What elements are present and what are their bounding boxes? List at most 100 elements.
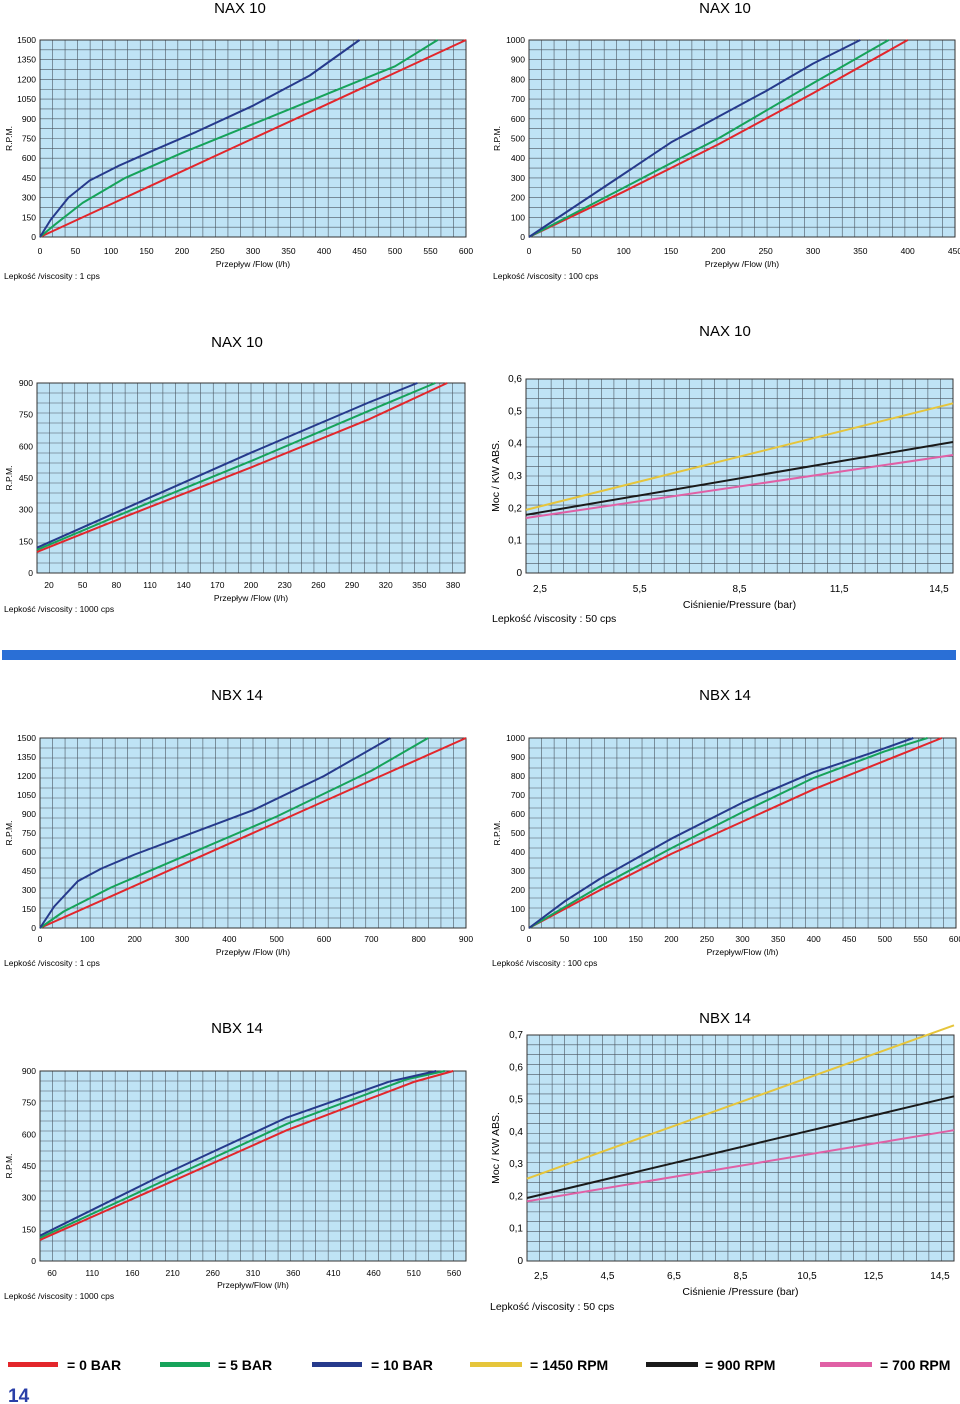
x-tick-label: 200 (664, 934, 678, 944)
x-tick-label: 400 (901, 246, 915, 256)
grid (37, 383, 465, 573)
y-tick-label: 0 (516, 568, 522, 579)
series-group (39, 737, 467, 929)
x-tick-label: 20 (44, 580, 54, 590)
viscosity-note: Lepkość /viscosity : 1000 cps (4, 1291, 114, 1301)
legend-swatch (820, 1362, 872, 1367)
series-line-10-bar (528, 737, 914, 929)
x-axis-title: Przepływ /Flow (l/h) (216, 947, 290, 957)
y-tick-label: 1200 (17, 74, 36, 84)
plot-frame (39, 737, 467, 929)
grid (40, 1071, 466, 1261)
y-tick-label: 0 (31, 923, 36, 933)
series-line-5-bar (39, 737, 429, 929)
grid (526, 379, 953, 573)
y-tick-label: 1500 (17, 35, 36, 45)
x-tick-label: 450 (352, 246, 366, 256)
grid (40, 40, 466, 237)
legend-label: = 5 BAR (218, 1357, 272, 1373)
chart-title: NBX 14 (699, 687, 751, 704)
series-line-10-bar (528, 39, 861, 238)
x-tick-label: 350 (281, 246, 295, 256)
y-tick-label: 750 (22, 828, 36, 838)
chart-2: NAX 10 0 100 200 300 400 500 600 700 800 900 1000 0 5… (492, 0, 960, 281)
x-tick-label: 80 (112, 580, 122, 590)
x-tick-label: 60 (47, 1268, 57, 1278)
x-tick-label: 250 (210, 246, 224, 256)
chart-title: NAX 10 (699, 323, 751, 340)
x-tick-label: 2,5 (533, 584, 547, 595)
x-tick-label: 200 (244, 580, 258, 590)
legend-item: = 900 RPM (646, 1357, 775, 1373)
x-tick-label: 150 (139, 246, 153, 256)
y-tick-label: 800 (511, 74, 525, 84)
y-tick-label: 0,7 (509, 1030, 523, 1041)
y-tick-label: 900 (511, 752, 525, 762)
plot-frame (525, 378, 954, 574)
series-line-10-bar (36, 382, 418, 549)
y-tick-label: 0,4 (508, 439, 522, 450)
y-tick-label: 400 (511, 153, 525, 163)
y-tick-label: 500 (511, 134, 525, 144)
x-tick-label: 100 (104, 246, 118, 256)
x-tick-label: 600 (459, 246, 473, 256)
y-tick-label: 600 (19, 441, 33, 451)
y-tick-label: 0 (31, 1256, 36, 1266)
series-line-5-bar (528, 737, 928, 929)
y-tick-label: 0,3 (508, 471, 522, 482)
y-tick-label: 750 (22, 134, 36, 144)
x-tick-label: 110 (143, 580, 157, 590)
x-tick-label: 260 (311, 580, 325, 590)
x-tick-label: 450 (948, 246, 960, 256)
y-tick-label: 600 (511, 809, 525, 819)
y-tick-label: 600 (22, 847, 36, 857)
y-tick-label: 300 (22, 193, 36, 203)
y-axis-title: R.P.M. (4, 466, 14, 491)
legend-swatch (470, 1362, 522, 1367)
y-axis-title: R.P.M. (492, 126, 502, 151)
x-tick-label: 200 (128, 934, 142, 944)
series-line-0-bar (528, 737, 943, 929)
y-tick-label: 0,2 (509, 1191, 523, 1202)
x-tick-label: 300 (246, 246, 260, 256)
x-tick-label: 380 (446, 580, 460, 590)
x-tick-label: 0 (527, 934, 532, 944)
y-tick-label: 450 (19, 473, 33, 483)
y-tick-label: 900 (511, 55, 525, 65)
plot-frame (36, 382, 466, 574)
x-tick-label: 400 (807, 934, 821, 944)
x-tick-label: 800 (412, 934, 426, 944)
chart-5: NBX 14 0 150 300 450 600 750 900 1050 1200 1350 150… (4, 687, 473, 968)
charts-layer: NAX 100150300450600750900105012001350150… (4, 0, 960, 1313)
grid (529, 738, 956, 928)
legend-swatch (160, 1362, 210, 1367)
grid (527, 1035, 954, 1261)
x-tick-label: 14,5 (929, 584, 949, 595)
x-axis-title: Ciśnienie /Pressure (bar) (682, 1286, 798, 1298)
y-tick-label: 1200 (17, 771, 36, 781)
x-tick-label: 460 (367, 1268, 381, 1278)
legend-label: = 0 BAR (67, 1357, 121, 1373)
chart-title: NBX 14 (699, 1010, 751, 1027)
y-tick-label: 300 (22, 885, 36, 895)
y-tick-label: 750 (22, 1098, 36, 1108)
x-tick-label: 400 (222, 934, 236, 944)
y-tick-label: 100 (511, 212, 525, 222)
x-tick-label: 360 (286, 1268, 300, 1278)
series-line-5-bar (39, 39, 439, 238)
legend-swatch (8, 1362, 58, 1367)
y-tick-label: 450 (22, 1161, 36, 1171)
y-tick-label: 900 (22, 1066, 36, 1076)
legend: = 0 BAR = 5 BAR = 10 BAR = 1450 RPM = 900 RP… (8, 1357, 950, 1373)
y-tick-label: 0,3 (509, 1159, 523, 1170)
y-tick-label: 0,6 (508, 374, 522, 385)
series-line-0-bar (39, 1070, 454, 1241)
x-axis-title: Przepływ /Flow (l/h) (214, 593, 288, 603)
x-tick-label: 140 (177, 580, 191, 590)
x-tick-label: 6,5 (667, 1271, 681, 1282)
y-tick-label: 0,1 (509, 1224, 523, 1235)
x-tick-label: 550 (913, 934, 927, 944)
x-tick-label: 110 (85, 1268, 99, 1278)
series-line-5-bar (39, 1070, 445, 1239)
y-tick-label: 300 (511, 173, 525, 183)
